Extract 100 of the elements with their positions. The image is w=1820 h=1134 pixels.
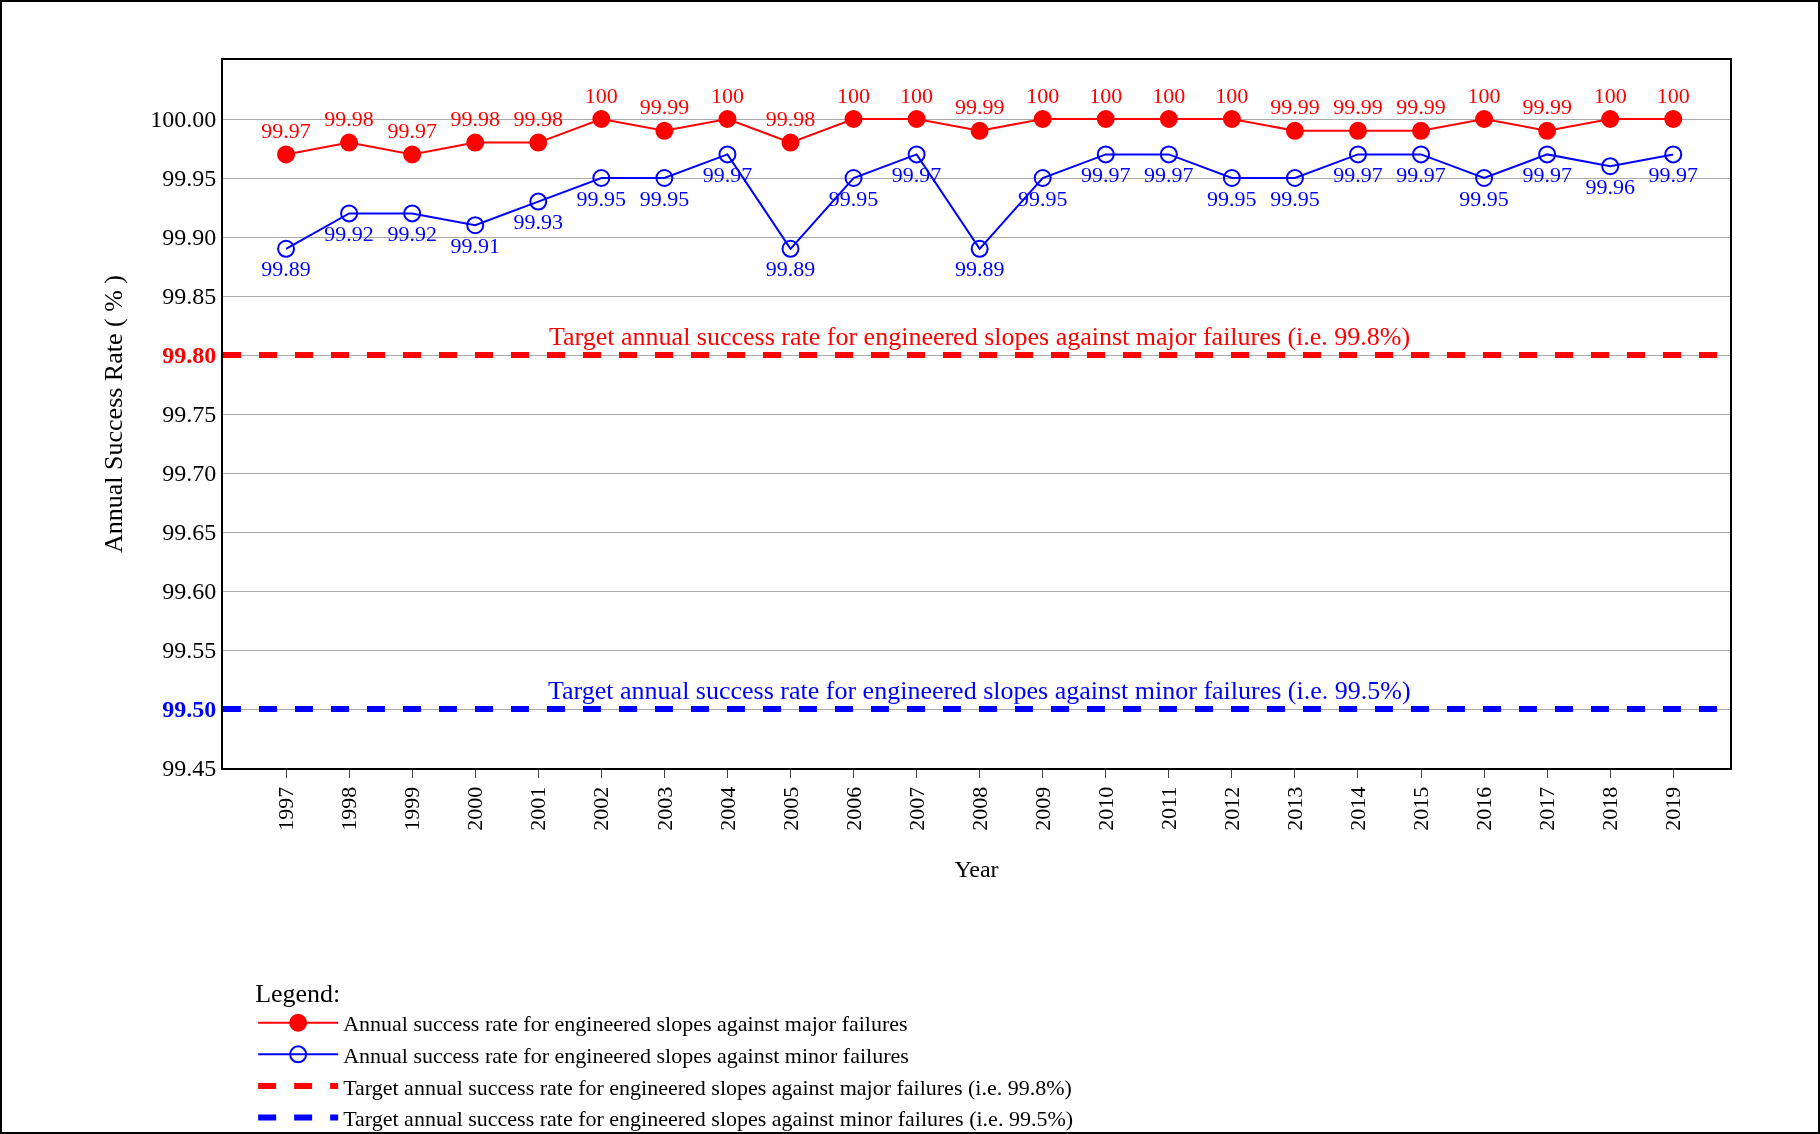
point <box>1222 110 1241 128</box>
point <box>844 169 863 187</box>
data-label: 99.99 <box>1522 94 1572 120</box>
point <box>1285 121 1304 140</box>
y-tick-label: 99.45 <box>162 755 217 782</box>
x-tick-label: 2009 <box>1029 786 1055 831</box>
data-label: 99.95 <box>1207 185 1257 211</box>
x-tick-label: 2000 <box>462 786 488 831</box>
data-label: 99.95 <box>1270 185 1320 211</box>
data-label: 100 <box>1215 82 1249 108</box>
x-tick-label: 2007 <box>903 786 929 831</box>
x-tick-label: 2015 <box>1408 786 1434 831</box>
data-label: 99.95 <box>576 185 627 211</box>
point <box>466 216 485 235</box>
point <box>592 110 611 128</box>
data-label: 100 <box>710 82 744 108</box>
x-axis-title: Year <box>954 855 999 882</box>
data-label: 99.97 <box>1522 161 1572 187</box>
data-label: 99.92 <box>324 220 374 246</box>
data-label: 99.97 <box>261 117 311 143</box>
point <box>1159 110 1178 128</box>
x-tick-label: 2014 <box>1345 786 1371 831</box>
data-label: 99.93 <box>513 209 564 235</box>
point <box>1033 110 1052 128</box>
data-label: 99.91 <box>450 232 500 258</box>
x-tick-label: 2013 <box>1282 786 1308 831</box>
point <box>1096 110 1115 128</box>
x-tick-label: 2016 <box>1471 786 1497 831</box>
x-tick-label: 2008 <box>966 786 992 831</box>
y-tick-label: 99.80 <box>162 342 217 369</box>
point <box>1412 145 1431 164</box>
point <box>403 204 422 223</box>
data-label: 99.98 <box>513 106 564 132</box>
point <box>655 169 674 187</box>
point <box>340 204 359 223</box>
data-label: 100 <box>1089 82 1123 108</box>
y-axis-title: Annual Success Rate ( % ) <box>99 275 129 553</box>
y-tick-label: 99.75 <box>162 401 217 428</box>
text: Target annual success rate for engineered slopes against major failures (i.e. 99.8%) <box>343 1074 1072 1100</box>
point <box>655 121 674 140</box>
point <box>1538 145 1557 164</box>
x-tick-label: 2010 <box>1092 786 1118 831</box>
ref-line-label: Target annual success rate for engineered slopes against minor failures (i.e. 99.5%) <box>548 676 1411 705</box>
point <box>718 110 737 128</box>
y-tick-label: 100.00 <box>150 106 217 133</box>
data-label: 99.99 <box>954 94 1005 120</box>
x-tick-label: 2011 <box>1155 786 1181 830</box>
x-tick-label: 2018 <box>1597 786 1623 831</box>
data-label: 99.98 <box>450 106 500 132</box>
point <box>1096 145 1115 164</box>
data-label: 100 <box>1593 82 1627 108</box>
y-tick-label: 99.50 <box>162 696 217 723</box>
point <box>970 239 989 258</box>
y-tick-label: 99.70 <box>162 460 217 487</box>
data-label: 99.97 <box>1144 161 1194 187</box>
point <box>844 110 863 128</box>
point <box>781 239 800 258</box>
point <box>1538 121 1557 140</box>
point <box>1348 145 1367 164</box>
point <box>781 133 800 152</box>
data-label: 99.89 <box>765 256 816 282</box>
point <box>403 145 422 164</box>
text: Target annual success rate for engineered slopes against minor failures (i.e. 99.5%) <box>343 1106 1074 1132</box>
data-label: 100 <box>584 82 618 108</box>
point <box>1601 110 1620 128</box>
y-tick-label: 99.55 <box>162 637 217 664</box>
point <box>1033 169 1052 187</box>
y-tick-label: 99.95 <box>162 165 217 192</box>
point <box>1475 110 1494 128</box>
point <box>1412 121 1431 140</box>
x-tick-label: 1998 <box>336 786 362 831</box>
point <box>907 110 926 128</box>
point <box>1664 110 1683 128</box>
x-tick-label: 1997 <box>273 786 299 831</box>
point <box>592 169 611 187</box>
y-tick-label: 99.65 <box>162 519 217 546</box>
data-label: 99.89 <box>954 256 1005 282</box>
x-tick-label: 2019 <box>1660 786 1686 831</box>
data-label: 100 <box>837 82 871 108</box>
legend-title: Legend: <box>255 978 341 1008</box>
point <box>1348 121 1367 140</box>
point <box>1475 169 1494 187</box>
x-tick-label: 1999 <box>399 786 425 831</box>
y-tick-label: 99.60 <box>162 578 217 605</box>
ref-line-label: Target annual success rate for engineered slopes against major failures (i.e. 99.8%) <box>549 322 1411 351</box>
point <box>1159 145 1178 164</box>
data-label: 99.99 <box>1396 94 1446 120</box>
data-label: 99.89 <box>261 256 311 282</box>
y-tick-label: 99.85 <box>162 283 217 310</box>
data-label: 99.97 <box>1396 161 1446 187</box>
x-tick-label: 2001 <box>525 786 551 831</box>
data-label: 99.99 <box>1333 94 1383 120</box>
data-label: 100 <box>1467 82 1501 108</box>
data-label: 99.99 <box>1270 94 1320 120</box>
data-label: 99.92 <box>387 220 437 246</box>
data-label: 99.95 <box>1459 185 1509 211</box>
data-label: 99.97 <box>1648 161 1698 187</box>
x-tick-label: 2004 <box>714 786 740 831</box>
point <box>970 121 989 140</box>
point <box>1222 169 1241 187</box>
